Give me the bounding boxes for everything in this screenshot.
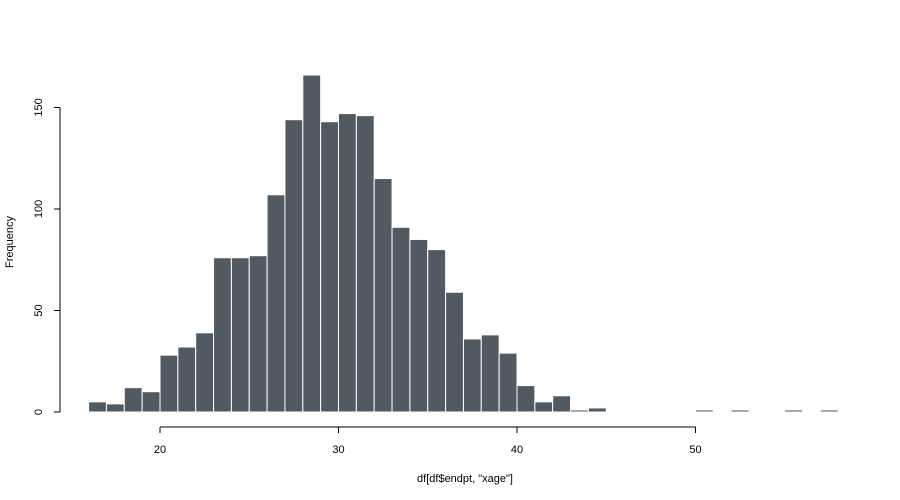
x-axis-label: df[df$endpt, "xage"] xyxy=(417,473,513,485)
histogram-bar xyxy=(409,238,429,413)
histogram-bar xyxy=(784,409,804,413)
y-tick-label: 50 xyxy=(33,304,45,316)
x-axis: 20 30 40 50 xyxy=(154,426,702,456)
histogram-bar xyxy=(462,338,482,413)
histogram-bar xyxy=(302,74,322,413)
histogram-bar xyxy=(195,332,215,413)
histogram-bar xyxy=(427,249,447,413)
histogram-bar xyxy=(480,334,500,413)
histogram-bar xyxy=(105,403,125,413)
histogram-bar xyxy=(516,385,536,413)
histogram-bar xyxy=(159,354,179,413)
histogram-bar xyxy=(213,257,232,413)
histogram-bar xyxy=(248,255,268,413)
x-tick-label: 40 xyxy=(511,444,523,456)
histogram-bar xyxy=(123,387,143,413)
histogram-bar xyxy=(534,401,554,413)
x-tick-label: 20 xyxy=(154,444,166,456)
x-tick-label: 30 xyxy=(332,444,344,456)
histogram-bar xyxy=(587,407,607,413)
histogram-bar xyxy=(570,409,589,413)
x-tick-label: 50 xyxy=(689,444,701,456)
y-axis-label: Frequency xyxy=(4,216,16,268)
histogram-bar xyxy=(373,178,393,413)
histogram-bar xyxy=(284,119,304,413)
histogram-bar xyxy=(391,226,411,413)
y-tick-label: 100 xyxy=(33,200,45,218)
histogram-bar xyxy=(695,409,714,413)
histogram-bar xyxy=(88,401,107,413)
y-tick-label: 0 xyxy=(33,409,45,415)
y-tick-label: 150 xyxy=(33,98,45,116)
histogram-bar xyxy=(141,391,161,413)
histogram-bar xyxy=(730,409,750,413)
histogram-bar xyxy=(338,113,357,413)
histogram-bar xyxy=(819,409,839,413)
histogram-bar xyxy=(177,346,197,413)
histogram-bar xyxy=(552,395,572,413)
bars-group xyxy=(88,74,839,413)
histogram-bar xyxy=(355,115,375,413)
histogram-bar xyxy=(445,291,464,413)
histogram-bar xyxy=(266,194,286,413)
y-axis: 0 50 100 150 xyxy=(33,98,61,415)
histogram-bar xyxy=(320,121,339,413)
histogram-bar xyxy=(498,352,518,413)
histogram-bar xyxy=(230,257,250,413)
